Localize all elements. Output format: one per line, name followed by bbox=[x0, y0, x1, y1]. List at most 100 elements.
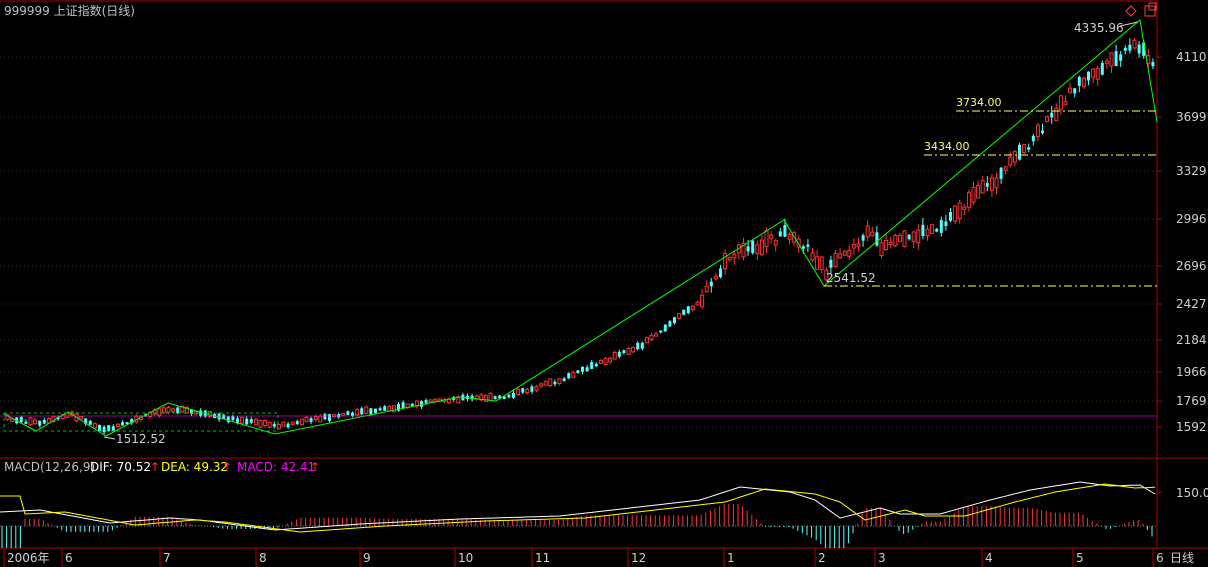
candle-up bbox=[1068, 87, 1073, 94]
time-tick-label: 6 bbox=[1156, 551, 1164, 565]
candle-up bbox=[1063, 100, 1068, 106]
candle-down bbox=[709, 281, 713, 287]
candle-down bbox=[861, 235, 865, 241]
restore-icon[interactable] bbox=[1144, 5, 1156, 17]
candle-down bbox=[231, 416, 235, 421]
candle-up bbox=[810, 252, 815, 261]
candle-up bbox=[1109, 52, 1114, 67]
candle-down bbox=[640, 342, 644, 349]
candle-up bbox=[428, 399, 433, 403]
macd-title: MACD(12,26,9) bbox=[4, 460, 95, 474]
candle-down bbox=[935, 228, 939, 232]
candle-down bbox=[107, 425, 111, 432]
dea-arrow-icon: ↑ bbox=[222, 460, 232, 474]
price-tick-label: 2184 bbox=[1176, 333, 1207, 347]
time-tick-label: 11 bbox=[535, 551, 550, 565]
candle-up bbox=[534, 386, 539, 392]
candle-up bbox=[815, 256, 820, 270]
candle-up bbox=[631, 346, 636, 353]
candle-up bbox=[695, 301, 700, 306]
candle-down bbox=[286, 423, 290, 428]
candle-up bbox=[571, 371, 576, 378]
candle-down bbox=[1077, 76, 1081, 86]
candle-down bbox=[590, 362, 594, 369]
candle-up bbox=[115, 423, 120, 427]
candle-down bbox=[410, 403, 414, 407]
candle-up bbox=[364, 406, 369, 414]
candle-up bbox=[548, 378, 553, 386]
candle-up bbox=[741, 242, 746, 258]
candle-up bbox=[543, 381, 548, 386]
candle-down bbox=[383, 406, 387, 411]
time-tick-label: 12 bbox=[631, 551, 646, 565]
price-tick-label: 1769 bbox=[1176, 394, 1207, 408]
candle-down bbox=[999, 167, 1003, 179]
candle-down bbox=[594, 363, 598, 367]
candle-up bbox=[1132, 39, 1137, 49]
low-label-left: 1512.52 bbox=[116, 432, 166, 446]
candle-up bbox=[824, 269, 829, 281]
candle-down bbox=[553, 381, 557, 385]
candle-down bbox=[245, 418, 249, 425]
candle-down bbox=[502, 396, 506, 399]
time-tick-label: 2 bbox=[818, 551, 826, 565]
candle-up bbox=[833, 252, 838, 268]
candle-up bbox=[525, 389, 530, 394]
candle-down bbox=[783, 224, 787, 237]
time-tick-label: 10 bbox=[458, 551, 473, 565]
candle-up bbox=[966, 192, 971, 208]
candle-up bbox=[299, 418, 304, 425]
price-tick-label: 4110 bbox=[1176, 50, 1207, 64]
candle-up bbox=[755, 244, 760, 254]
candle-down bbox=[378, 408, 382, 411]
candle-down bbox=[236, 418, 239, 424]
consolidation-box bbox=[3, 412, 279, 432]
candle-down bbox=[249, 419, 253, 423]
candle-up bbox=[1054, 107, 1059, 122]
candle-down bbox=[38, 420, 42, 426]
candle-down bbox=[130, 418, 134, 424]
period-label[interactable]: 日线 bbox=[1170, 551, 1194, 565]
candle-up bbox=[713, 276, 718, 280]
window-controls[interactable] bbox=[1125, 2, 1157, 17]
candle-down bbox=[1123, 47, 1127, 51]
time-tick-label: 9 bbox=[363, 551, 371, 565]
candle-up bbox=[769, 234, 774, 239]
candle-up bbox=[1104, 60, 1109, 64]
candle-down bbox=[829, 259, 833, 268]
candle-down bbox=[401, 402, 405, 409]
candle-up bbox=[157, 408, 162, 416]
candle-down bbox=[1087, 71, 1090, 81]
candle-down bbox=[1137, 44, 1141, 54]
candle-up bbox=[690, 305, 695, 311]
candle-up bbox=[856, 243, 861, 247]
candle-down bbox=[1050, 112, 1054, 118]
candle-down bbox=[420, 401, 423, 407]
candle-down bbox=[673, 317, 676, 324]
candle-up bbox=[644, 337, 649, 344]
candle-up bbox=[953, 205, 958, 222]
candle-down bbox=[424, 400, 428, 403]
candle-down bbox=[42, 419, 46, 424]
candle-up bbox=[870, 231, 875, 237]
macd-axis-tick: 150.0 bbox=[1176, 486, 1208, 500]
candle-down bbox=[907, 234, 911, 240]
candle-down bbox=[1027, 147, 1031, 150]
candle-up bbox=[281, 421, 286, 427]
candle-down bbox=[98, 425, 101, 431]
candle-up bbox=[488, 392, 493, 401]
candle-up bbox=[171, 408, 176, 412]
candle-up bbox=[925, 228, 930, 237]
candle-down bbox=[217, 413, 221, 420]
candle-up bbox=[290, 421, 295, 425]
candlesticks bbox=[5, 37, 1155, 435]
diamond-icon[interactable] bbox=[1125, 5, 1137, 17]
candle-down bbox=[746, 246, 750, 252]
time-tick-label: 8 bbox=[259, 551, 267, 565]
candle-down bbox=[1142, 42, 1146, 56]
candle-up bbox=[727, 256, 732, 261]
macd-value-label: MACD: 42.41 bbox=[237, 460, 315, 474]
candle-down bbox=[778, 231, 782, 237]
candle-up bbox=[1045, 116, 1050, 122]
candle-up bbox=[598, 359, 603, 364]
